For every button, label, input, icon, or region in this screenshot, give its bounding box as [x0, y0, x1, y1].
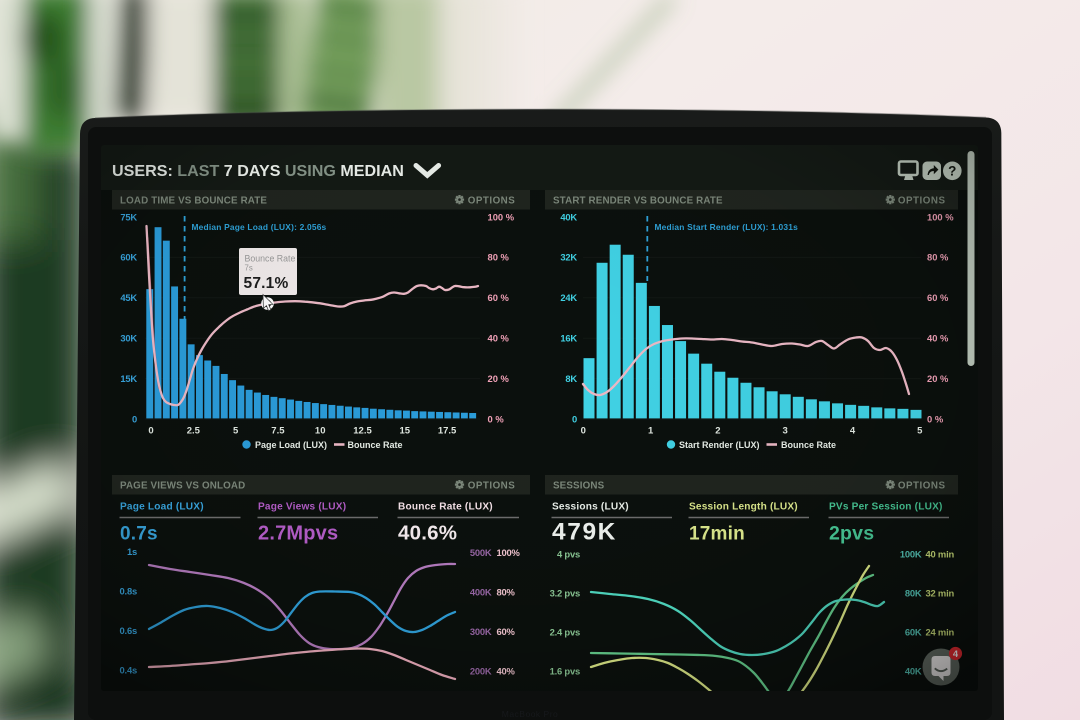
- svg-text:MacBook Pro: MacBook Pro: [502, 709, 559, 719]
